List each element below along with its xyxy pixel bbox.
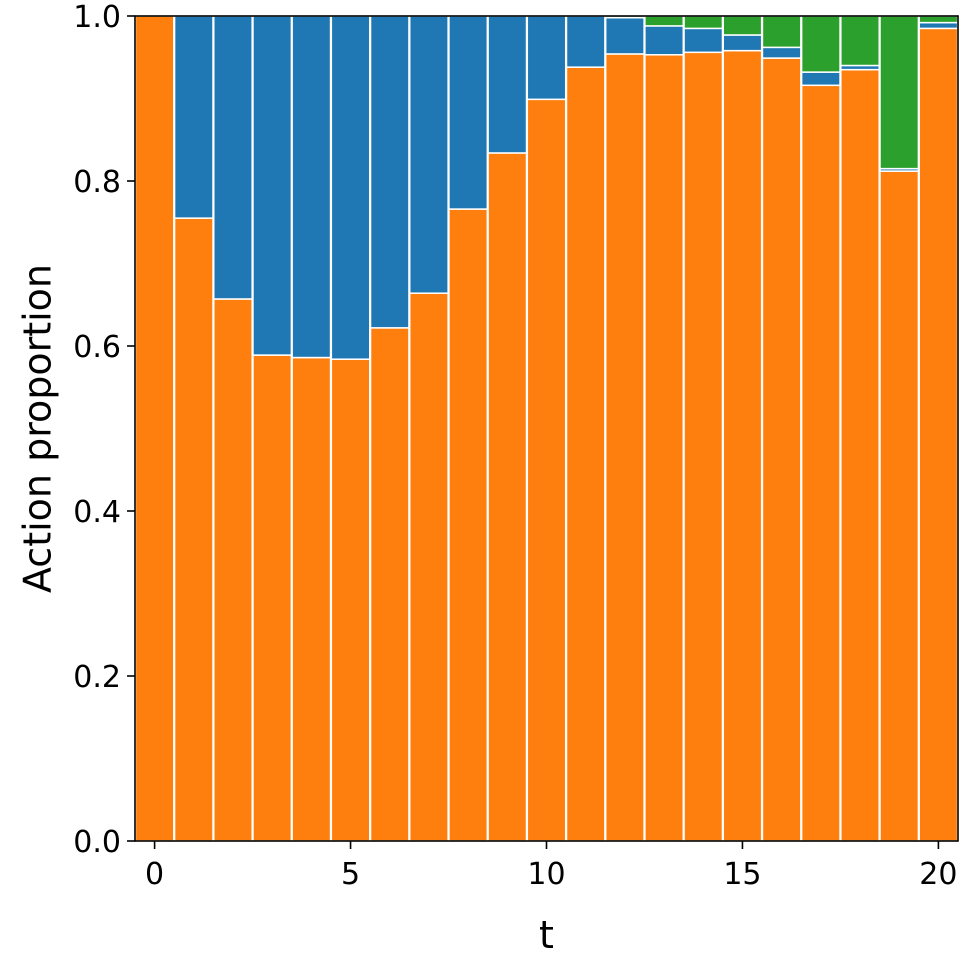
- bar-segment-s0-t9: [487, 152, 528, 842]
- bar-segment-s0-t13: [644, 54, 685, 842]
- x-tick-label: 10: [527, 857, 565, 892]
- bar-segment-s0-t2: [213, 298, 253, 842]
- x-tick-label: 0: [145, 857, 164, 892]
- bar-segment-s0-t5: [330, 358, 371, 842]
- bar-segment-s0-t6: [369, 327, 410, 842]
- x-tick-label: 5: [341, 857, 360, 892]
- bar-segment-s1-t11: [565, 15, 606, 68]
- bar-segment-s1-t14: [683, 27, 724, 54]
- bar-segment-s0-t15: [722, 49, 763, 842]
- bar-segment-s0-t16: [761, 57, 802, 842]
- x-tick-label: 20: [919, 857, 957, 892]
- bar-segment-s2-t19: [879, 15, 920, 170]
- bar-segment-s1-t15: [722, 34, 763, 52]
- bar-segment-s0-t11: [565, 66, 606, 842]
- y-tick-label: 1.0: [73, 0, 121, 35]
- bar-segment-s1-t3: [252, 15, 293, 356]
- y-axis-title: Action proportion: [16, 264, 60, 593]
- bar-segment-s0-t20: [918, 27, 959, 842]
- bar-segment-s1-t10: [526, 15, 567, 101]
- bar-segment-s2-t17: [800, 15, 841, 73]
- bar-segment-s1-t12: [604, 16, 645, 55]
- y-tick-label: 0.6: [73, 330, 121, 365]
- bar-segment-s1-t5: [330, 15, 371, 360]
- y-tick-label: 0.8: [73, 165, 121, 200]
- bar-segment-s0-t14: [683, 51, 724, 842]
- bar-segment-s0-t17: [800, 84, 841, 842]
- bar-segment-s0-t1: [173, 217, 214, 842]
- y-tick-label: 0.0: [73, 825, 121, 860]
- y-tick-label: 0.2: [73, 660, 121, 695]
- bar-segment-s1-t7: [408, 15, 449, 294]
- x-axis-title: t: [539, 913, 554, 955]
- bar-segment-s0-t10: [526, 98, 567, 842]
- bar-segment-s2-t16: [761, 15, 802, 49]
- bar-segment-s2-t15: [722, 15, 763, 36]
- bar-segment-s0-t12: [604, 53, 645, 842]
- bar-segment-s1-t6: [369, 15, 410, 329]
- bar-segment-s2-t14: [683, 15, 724, 30]
- bar-segment-s0-t4: [291, 356, 332, 842]
- bar-segment-s1-t9: [487, 15, 528, 154]
- bar-segment-s1-t17: [800, 71, 841, 87]
- bar-segment-s0-t7: [408, 292, 449, 842]
- bar-segment-s1-t8: [448, 15, 489, 210]
- bar-segment-s2-t20: [918, 15, 959, 24]
- bar-segment-s2-t18: [840, 15, 880, 67]
- bars-layer: [134, 15, 959, 842]
- bar-segment-s0-t0: [134, 15, 175, 842]
- bar-segment-s1-t16: [761, 46, 802, 59]
- axes-layer: 0.0 0.2 0.4 0.6 0.8 1.0 0 5 10 15 20: [73, 0, 959, 892]
- bar-segment-s1-t13: [644, 25, 685, 56]
- bar-segment-s1-t20: [918, 21, 959, 30]
- bar-segment-s2-t13: [644, 15, 685, 27]
- bar-segment-s1-t2: [213, 15, 253, 300]
- bar-segment-s1-t1: [173, 15, 214, 219]
- x-tick-label: 15: [723, 857, 761, 892]
- bar-segment-s0-t8: [448, 208, 489, 842]
- y-tick-label: 0.4: [73, 495, 121, 530]
- bar-segment-s0-t3: [252, 354, 293, 842]
- bar-segment-s0-t18: [840, 68, 880, 842]
- bar-segment-s0-t19: [879, 170, 920, 842]
- bar-segment-s1-t4: [291, 15, 332, 359]
